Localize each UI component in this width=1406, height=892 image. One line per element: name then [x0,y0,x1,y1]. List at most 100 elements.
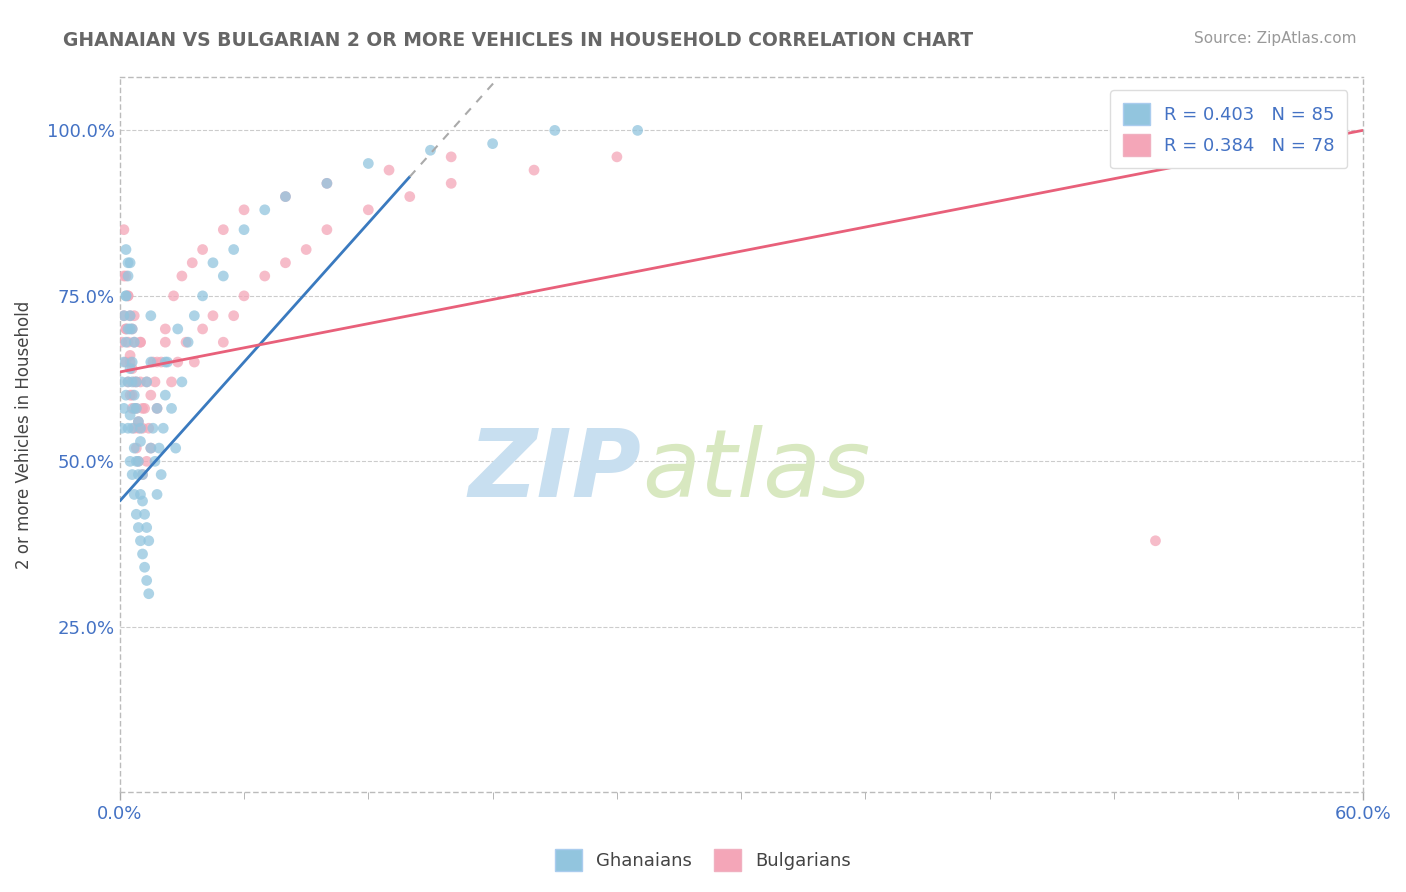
Point [191,243,214,257]
Point [146,401,169,416]
Legend: R = 0.403   N = 85, R = 0.384   N = 78: R = 0.403 N = 85, R = 0.384 N = 78 [1111,90,1347,169]
Point [139,441,162,455]
Point [139,441,162,455]
Y-axis label: 2 or more Vehicles in Household: 2 or more Vehicles in Household [15,301,32,569]
Point [125,375,148,389]
Point [155,388,177,402]
Point [139,309,162,323]
Point [112,268,135,283]
Point [131,467,153,482]
Point [357,156,380,170]
Point [122,309,145,323]
Point [166,355,188,369]
Point [120,454,142,468]
Point [120,309,142,323]
Text: ZIP: ZIP [468,425,641,516]
Point [170,375,193,389]
Point [155,335,177,350]
Point [129,487,152,501]
Point [606,150,628,164]
Point [378,163,401,178]
Point [121,361,143,376]
Point [156,355,179,369]
Point [129,335,152,350]
Point [316,222,339,236]
Point [131,547,153,561]
Point [111,375,134,389]
Point [183,355,205,369]
Point [253,268,276,283]
Point [121,388,143,402]
Point [125,375,148,389]
Point [191,322,214,336]
Point [122,401,145,416]
Point [135,375,157,389]
Point [139,355,162,369]
Point [160,375,183,389]
Point [398,189,420,203]
Point [117,289,139,303]
Point [120,408,142,422]
Point [115,289,138,303]
Point [131,467,153,482]
Point [138,587,160,601]
Point [129,421,152,435]
Point [127,454,149,468]
Point [148,441,170,455]
Point [274,189,297,203]
Point [112,355,135,369]
Point [523,163,546,178]
Point [181,256,204,270]
Point [155,355,177,369]
Point [112,222,135,236]
Point [212,222,235,236]
Point [115,322,138,336]
Point [125,508,148,522]
Point [111,335,134,350]
Point [143,454,166,468]
Point [162,289,184,303]
Point [115,243,138,257]
Point [121,322,143,336]
Point [112,309,135,323]
Point [129,434,152,449]
Point [111,421,134,435]
Point [121,355,143,369]
Point [131,421,153,435]
Point [135,520,157,534]
Point [166,322,188,336]
Point [135,454,157,468]
Point [139,388,162,402]
Point [316,177,339,191]
Point [134,508,156,522]
Point [177,335,200,350]
Point [274,189,297,203]
Point [131,401,153,416]
Point [295,243,318,257]
Point [117,256,139,270]
Point [122,335,145,350]
Point [122,487,145,501]
Point [440,177,463,191]
Point [117,375,139,389]
Point [212,335,235,350]
Point [121,421,143,435]
Point [212,268,235,283]
Point [127,421,149,435]
Point [117,322,139,336]
Point [274,256,297,270]
Point [120,256,142,270]
Point [419,143,441,157]
Point [174,335,197,350]
Point [121,375,143,389]
Point [134,401,156,416]
Point [134,560,156,574]
Text: Source: ZipAtlas.com: Source: ZipAtlas.com [1194,31,1357,46]
Point [120,322,142,336]
Point [117,268,139,283]
Point [201,309,224,323]
Point [121,467,143,482]
Point [125,401,148,416]
Point [129,375,152,389]
Point [125,454,148,468]
